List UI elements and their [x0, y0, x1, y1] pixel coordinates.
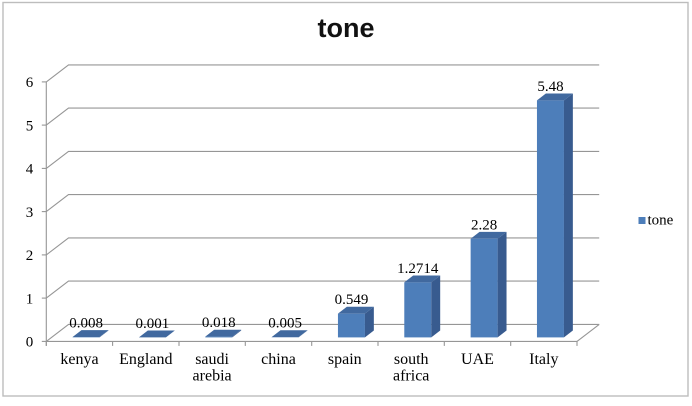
svg-text:1.2714: 1.2714: [397, 261, 439, 277]
svg-text:2.28: 2.28: [471, 217, 497, 233]
svg-text:2: 2: [26, 248, 34, 264]
svg-text:1: 1: [26, 291, 34, 307]
svg-text:0.001: 0.001: [136, 316, 170, 332]
svg-text:3: 3: [26, 205, 34, 221]
svg-text:south: south: [394, 351, 429, 368]
svg-text:0.005: 0.005: [268, 316, 302, 332]
svg-text:arebia: arebia: [193, 368, 232, 385]
svg-text:Italy: Italy: [529, 351, 558, 368]
svg-text:tone: tone: [318, 13, 375, 43]
svg-text:spain: spain: [328, 351, 362, 368]
svg-text:kenya: kenya: [60, 351, 98, 368]
svg-text:UAE: UAE: [461, 351, 494, 368]
svg-text:England: England: [119, 351, 172, 368]
svg-text:0: 0: [26, 335, 34, 351]
svg-text:5: 5: [26, 118, 34, 134]
svg-text:0.549: 0.549: [335, 292, 369, 308]
svg-text:0.008: 0.008: [69, 316, 103, 332]
svg-text:china: china: [261, 351, 296, 368]
svg-text:5.48: 5.48: [537, 79, 563, 95]
svg-text:saudi: saudi: [195, 351, 229, 368]
svg-text:tone: tone: [648, 213, 674, 229]
svg-text:4: 4: [26, 162, 34, 178]
svg-text:africa: africa: [393, 368, 429, 385]
svg-text:0.018: 0.018: [202, 315, 236, 331]
svg-text:6: 6: [26, 75, 34, 91]
